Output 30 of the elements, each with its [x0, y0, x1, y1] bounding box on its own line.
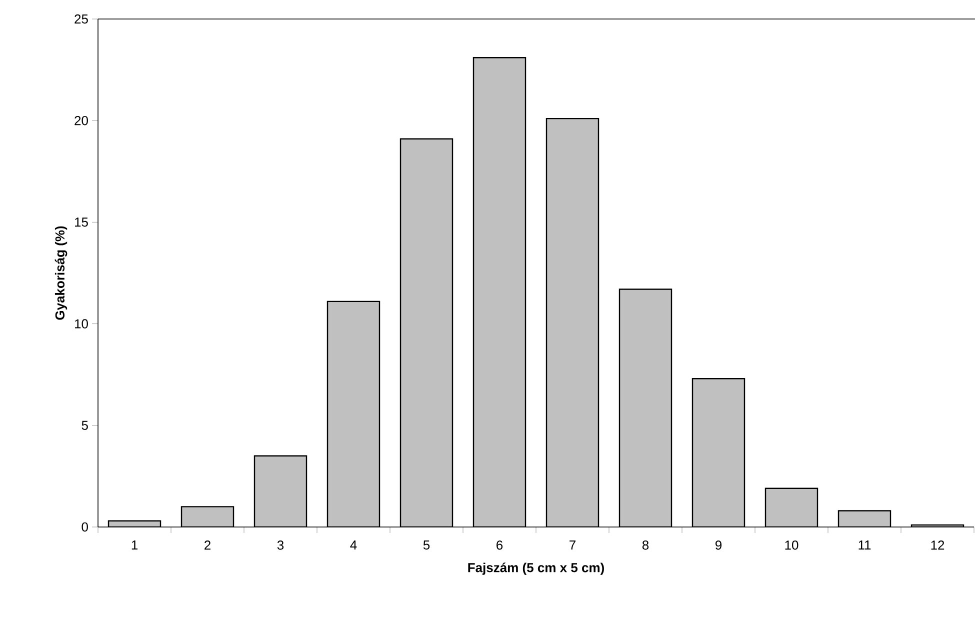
bar	[326, 300, 380, 527]
bar	[254, 455, 308, 527]
x-tick-label: 10	[785, 540, 798, 550]
y-tick-label: 5	[82, 420, 88, 430]
x-tick-label: 3	[277, 540, 284, 550]
x-tick-label: 12	[931, 540, 944, 550]
x-tick-label: 6	[496, 540, 503, 550]
x-tick-label: 4	[350, 540, 357, 550]
x-tick-label: 7	[570, 540, 576, 550]
bar	[400, 138, 454, 527]
y-tick-label: 20	[74, 116, 88, 126]
x-tick-label: 11	[858, 540, 871, 550]
bar	[180, 506, 234, 527]
y-tick-label: 10	[75, 319, 88, 328]
x-tick-label: 8	[642, 540, 649, 550]
x-tick-label: 5	[423, 540, 430, 550]
y-tick-label: 25	[74, 14, 88, 24]
x-tick-label: 1	[132, 540, 138, 550]
bar	[472, 57, 526, 527]
bar	[618, 288, 672, 527]
x-axis-title: Fajszám (5 cm x 5 cm)	[468, 562, 604, 575]
bar	[692, 378, 746, 527]
y-tick-label: 0	[82, 522, 88, 532]
x-tick-label: 9	[715, 540, 722, 550]
bar	[546, 118, 600, 527]
y-tick-label: 15	[75, 218, 88, 227]
bar	[838, 510, 892, 527]
bar	[764, 488, 818, 527]
x-tick-label: 2	[204, 540, 210, 550]
y-axis-title: Gyakoriság (%)	[54, 226, 68, 320]
